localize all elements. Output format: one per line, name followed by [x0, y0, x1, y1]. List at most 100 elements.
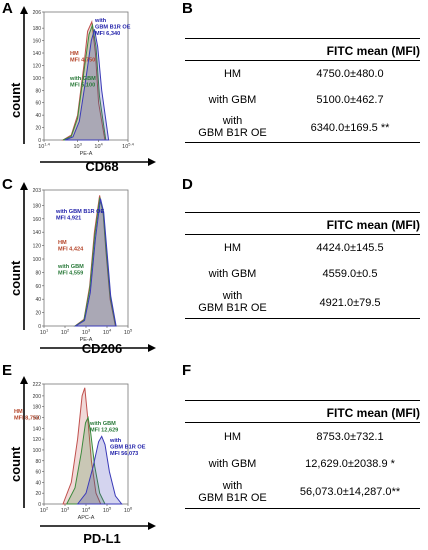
panel-letter-a: A	[2, 0, 13, 17]
table-bottom-rule	[185, 318, 420, 319]
mfi-table-b: FITC mean (MFI) HM 4750.0±480.0 with GBM…	[185, 38, 420, 148]
y-tick-label: 203	[33, 188, 42, 194]
y-tick-label: 0	[38, 502, 41, 508]
x-axis-title: PE-A	[80, 337, 93, 343]
y-tick-label: 160	[33, 39, 42, 45]
annotation-text: HM	[58, 240, 67, 246]
count-axis-arrowhead	[20, 376, 28, 384]
row-label-with-gbm: with GBM	[208, 94, 257, 106]
marker-axis-arrowhead	[148, 344, 156, 352]
y-tick-label: 40	[35, 297, 41, 303]
marker-label-pdl1: PD-L1	[83, 531, 121, 546]
row-label-b1r-oe: with GBM B1R OE	[185, 115, 280, 139]
annotation-text: MFI 56,073	[110, 451, 138, 457]
table-top-rule	[185, 212, 420, 213]
y-tick-label: 120	[33, 244, 42, 250]
x-tick-label: 102	[40, 506, 49, 515]
panel-letter-b: B	[182, 0, 193, 17]
histogram-cd68-svg: 0 20 40 60 80 100 120 140 160 180 206 101.4 103 104 10…	[20, 6, 156, 166]
x-tick-exponent: 2	[46, 506, 49, 511]
annotation-text: with GBM	[57, 264, 84, 270]
x-tick-exponent: 1.4	[44, 142, 50, 147]
x-tick-label: 101	[40, 328, 49, 337]
row-value-with-gbm: 12,629.0±2038.9 *	[280, 458, 420, 470]
y-tick-label: 180	[33, 26, 42, 32]
count-axis-arrowhead	[20, 6, 28, 14]
y-tick-label: 180	[33, 405, 42, 411]
series-with-gbm-b1r-oe	[73, 198, 117, 327]
histogram-cd206: 0 20 40 60 80 100 120 140 160 180 203 101 102 103 104 1…	[0, 176, 160, 362]
y-tick-label: 180	[33, 203, 42, 209]
table-header-rule	[185, 234, 420, 235]
row-label-with-gbm: with GBM	[208, 458, 257, 470]
histogram-cd68: 0 20 40 60 80 100 120 140 160 180 206 101.4 103 104 10…	[0, 0, 160, 176]
row-label-hm: HM	[223, 431, 242, 443]
y-tick-label: 60	[35, 284, 41, 290]
annotation-text: MFI 4,559	[58, 271, 83, 277]
y-tick-label: 200	[33, 394, 42, 400]
row-label-line: GBM B1R OE	[198, 302, 267, 314]
x-tick-exponent: 1	[46, 328, 49, 333]
series-with-gbm	[73, 197, 117, 327]
row-value-with-gbm: 5100.0±462.7	[280, 94, 420, 106]
row-sig: **	[380, 122, 390, 134]
y-tick-label: 20	[35, 126, 41, 132]
marker-label-cd206: CD206	[81, 341, 123, 356]
x-tick-label: 103	[82, 328, 91, 337]
row-value-text: 4921.0±79.5	[319, 297, 381, 309]
y-tick-label: 140	[33, 230, 42, 236]
y-tick-label: 140	[33, 51, 42, 57]
y-tick-label: 20	[35, 491, 41, 497]
mfi-table-d: FITC mean (MFI) HM 4424.0±145.5 with GBM…	[185, 212, 420, 322]
annotation-text: MFI 6,340	[95, 31, 120, 37]
x-tick-exponent: 3	[67, 506, 70, 511]
plot-frame	[43, 189, 129, 327]
row-value-hm: 4424.0±145.5	[280, 242, 420, 254]
annotation-text: GBM B1R OE	[95, 25, 131, 31]
table-header: FITC mean (MFI)	[326, 406, 420, 420]
y-tick-label: 120	[33, 63, 42, 69]
x-tick-label: 105	[103, 506, 112, 515]
annotation-text: with GBM	[89, 421, 116, 427]
row-value-b1r-oe: 4921.0±79.5	[280, 297, 420, 309]
row-label-line: with	[222, 290, 243, 302]
y-tick-label: 60	[35, 470, 41, 476]
annotation-text: HM	[14, 409, 23, 415]
row-value-text: 6340.0±169.5	[310, 122, 378, 134]
y-tick-label: 222	[33, 382, 42, 388]
annotation-text: GBM B1R OE	[110, 445, 146, 451]
x-tick-label: 103	[73, 142, 82, 151]
series-with-gbm	[62, 23, 107, 141]
y-tick-label: 80	[35, 88, 41, 94]
histogram-pdl1: 0 20 40 60 80 100 120 140 160 180 200 222 102 103 104 1…	[0, 362, 160, 550]
y-tick-label: 0	[38, 324, 41, 330]
annotation-text: MFI 4,921	[56, 216, 81, 222]
y-tick-label: 100	[33, 448, 42, 454]
y-tick-label: 40	[35, 113, 41, 119]
row-value-text: 4750.0±480.0	[316, 68, 384, 80]
table-bottom-rule	[185, 508, 420, 509]
row-label-line: GBM B1R OE	[198, 492, 267, 504]
panel-letter-f: F	[182, 362, 192, 379]
annotation-text: with	[94, 18, 107, 24]
annotation-text: with	[109, 438, 122, 444]
y-tick-label: 160	[33, 416, 42, 422]
annotation-text: MFI 12,629	[90, 428, 118, 434]
row-label-line: GBM B1R OE	[198, 127, 267, 139]
annotation-text: MFI 5,100	[70, 83, 95, 89]
row-sig: **	[391, 486, 401, 498]
row-value-text: 56,073.0±14,287.0	[299, 486, 392, 498]
y-tick-label: 100	[33, 76, 42, 82]
x-tick-exponent: 5	[130, 328, 133, 333]
y-tick-label: 40	[35, 480, 41, 486]
y-tick-label: 20	[35, 311, 41, 317]
y-tick-label: 0	[38, 138, 41, 144]
row-label-b1r-oe: with GBM B1R OE	[185, 480, 280, 504]
row-value-b1r-oe: 6340.0±169.5 **	[280, 122, 420, 134]
series-hm	[61, 20, 106, 141]
marker-axis-arrowhead	[148, 158, 156, 166]
table-bottom-rule	[185, 142, 420, 143]
x-tick-exponent: 6	[130, 506, 133, 511]
row-value-hm: 8753.0±732.1	[280, 431, 420, 443]
row-sig: *	[390, 458, 395, 470]
